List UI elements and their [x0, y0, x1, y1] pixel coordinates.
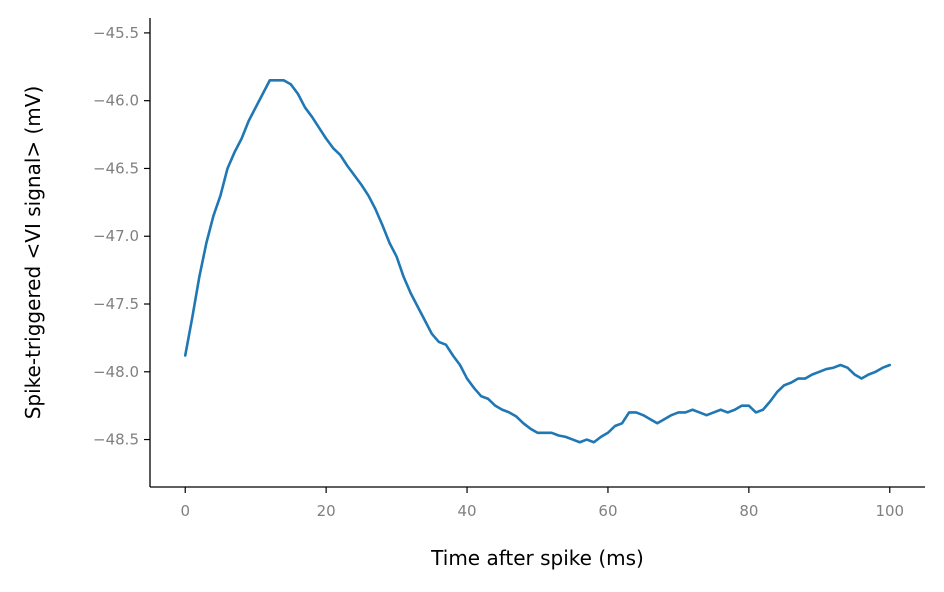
y-tick-label: −46.0 [93, 92, 139, 110]
y-tick-label: −47.5 [93, 295, 139, 313]
x-tick-label: 0 [180, 502, 190, 520]
plot-area [183, 79, 892, 444]
x-tick-label: 20 [317, 502, 336, 520]
y-ticks: −45.5 −46.0 −46.5 −47.0 −47.5 −48.0 −48.5 [93, 24, 150, 449]
y-tick-label: −48.5 [93, 431, 139, 449]
y-axis-label: Spike-triggered <VI signal> (mV) [21, 86, 45, 420]
y-tick-label: −46.5 [93, 159, 139, 177]
series-line-voltage [183, 79, 892, 444]
x-tick-label: 40 [457, 502, 476, 520]
x-tick-label: 80 [739, 502, 758, 520]
x-tick-label: 60 [598, 502, 617, 520]
x-ticks: 0 20 40 60 80 100 [180, 487, 904, 520]
y-tick-label: −47.0 [93, 227, 139, 245]
y-tick-label: −48.0 [93, 363, 139, 381]
y-tick-label: −45.5 [93, 24, 139, 42]
x-axis-label: Time after spike (ms) [430, 546, 644, 570]
x-tick-label: 100 [875, 502, 904, 520]
